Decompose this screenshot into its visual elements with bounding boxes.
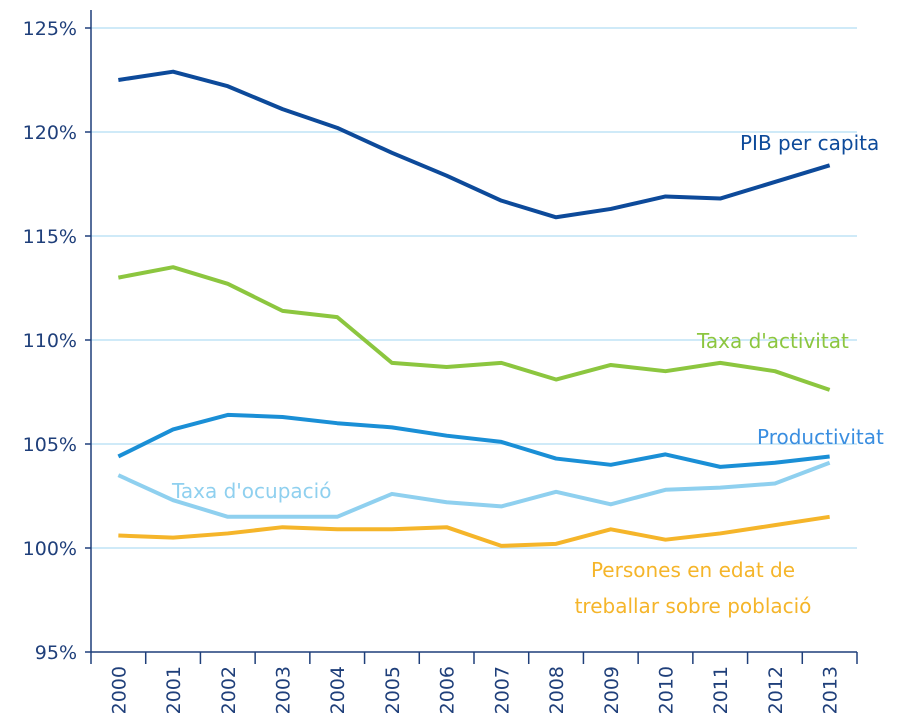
- x-tick-label: 2008: [546, 666, 568, 714]
- x-tick-label: 2006: [437, 666, 459, 714]
- series-label: Productivitat: [757, 425, 884, 449]
- y-tick-label: 100%: [23, 538, 77, 560]
- x-tick-label: 2010: [656, 666, 678, 714]
- series-line: [117, 412, 830, 469]
- x-tick-label: 2004: [327, 666, 349, 714]
- series-line: [117, 460, 831, 519]
- y-tick-label: 95%: [35, 642, 77, 664]
- y-tick-label: 125%: [23, 18, 77, 40]
- series-line: [117, 265, 831, 392]
- x-tick-label: 2009: [601, 666, 623, 714]
- series-label: Taxa d'ocupació: [172, 479, 332, 503]
- x-tick-label: 2007: [491, 666, 513, 714]
- x-tick-label: 2013: [820, 666, 842, 714]
- series-label: Taxa d'activitat: [697, 329, 849, 353]
- y-tick-label: 110%: [23, 330, 77, 352]
- x-tick-label: 2002: [218, 666, 240, 714]
- x-tick-label: 2000: [108, 666, 130, 714]
- x-tick-label: 2012: [765, 666, 787, 714]
- series-label: PIB per capita: [740, 131, 880, 155]
- x-tick-label: 2003: [273, 666, 295, 714]
- y-tick-label: 105%: [23, 434, 77, 456]
- y-tick-label: 120%: [23, 122, 77, 144]
- series-line: [118, 514, 830, 548]
- x-tick-label: 2005: [382, 666, 404, 714]
- x-tick-label: 2011: [710, 666, 732, 714]
- series-label: Persones en edat de treballar sobre pobl…: [574, 558, 812, 618]
- y-tick-label: 115%: [23, 226, 77, 248]
- x-tick-label: 2001: [163, 666, 185, 714]
- series-line: [118, 69, 831, 220]
